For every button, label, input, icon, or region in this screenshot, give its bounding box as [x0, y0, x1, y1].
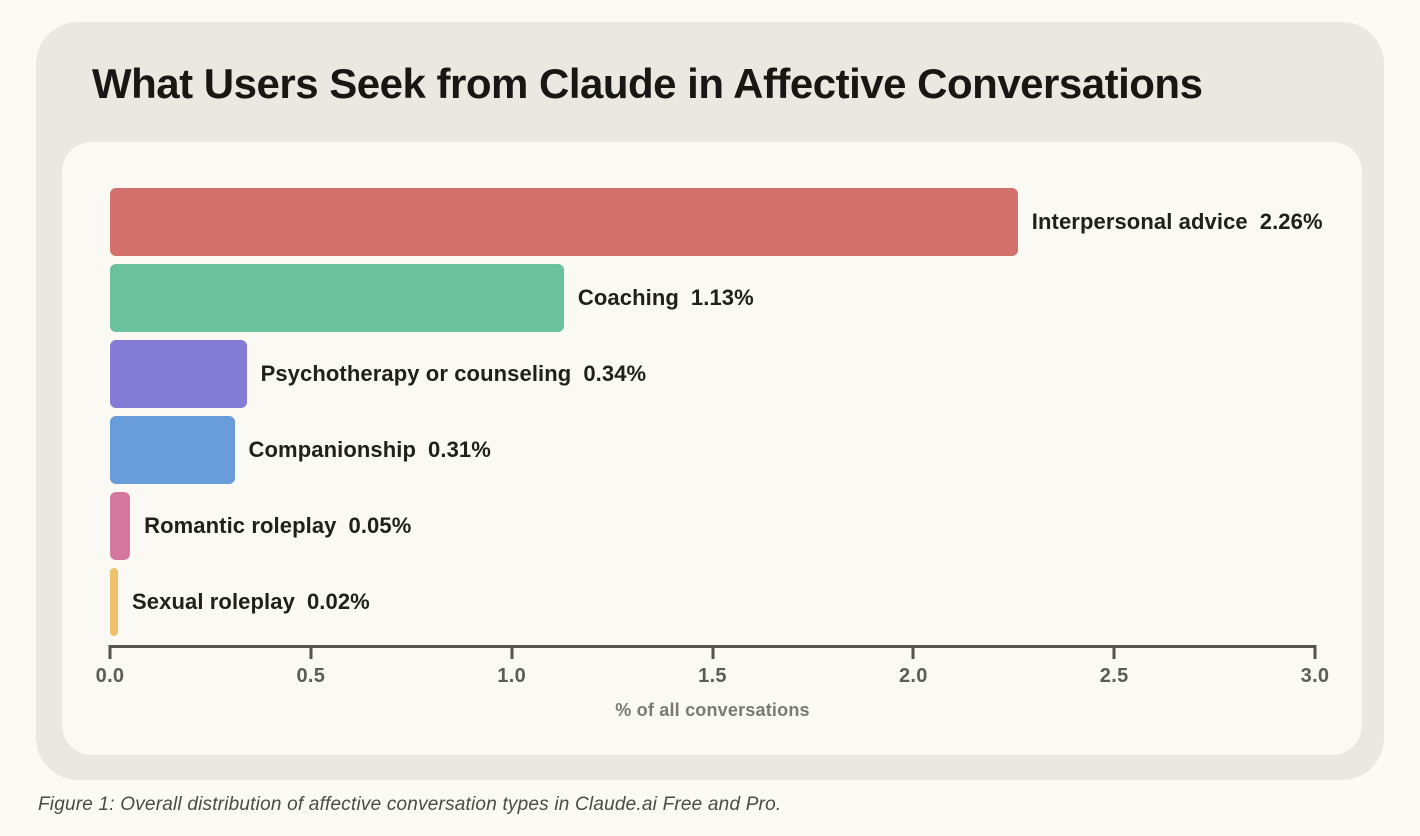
x-axis-tick-label: 0.5 — [296, 665, 326, 687]
bar-label: Sexual roleplay 0.02% — [132, 589, 370, 615]
bar — [110, 568, 119, 636]
x-axis: % of all conversations 0.0 0.5 1.0 1.5 2.0 2.… — [96, 645, 1329, 720]
bar-row: Coaching 1.13% — [110, 264, 1315, 332]
bar — [110, 340, 247, 408]
figure-card: What Users Seek from Claude in Affective… — [36, 22, 1384, 780]
bar-category-label: Romantic roleplay — [144, 513, 337, 538]
bar-value-label: 0.05% — [348, 513, 412, 538]
bar-category-label: Coaching — [577, 285, 679, 310]
bar-label: Romantic roleplay 0.05% — [144, 513, 411, 539]
bar-label: Coaching 1.13% — [578, 285, 754, 311]
x-axis-tick — [309, 645, 313, 659]
bar-row: Interpersonal advice 2.26% — [110, 188, 1323, 256]
bar-category-label: Interpersonal advice — [1031, 209, 1248, 234]
bar-value-label: 0.02% — [306, 589, 370, 614]
bar-value-label: 1.13% — [690, 285, 754, 310]
chart-title: What Users Seek from Claude in Affective… — [92, 60, 1203, 107]
x-axis-tick-label: 1.0 — [497, 665, 527, 687]
x-axis-tick — [108, 645, 112, 659]
bar-value-label: 2.26% — [1259, 209, 1323, 234]
bar-label: Psychotherapy or counseling 0.34% — [261, 361, 647, 387]
bar-value-label: 0.31% — [428, 437, 491, 462]
bar — [110, 492, 131, 560]
bar-category-label: Companionship — [248, 437, 417, 462]
x-axis-tick — [711, 645, 714, 659]
bar-row: Romantic roleplay 0.05% — [110, 492, 1315, 560]
x-axis-title: % of all conversations — [615, 700, 810, 720]
x-axis-tick-label: 3.0 — [1300, 665, 1330, 687]
bar-value-label: 0.34% — [583, 361, 647, 386]
x-axis-tick — [1313, 645, 1317, 659]
chart-panel: Interpersonal advice 2.26% Coaching 1.13% Ps… — [62, 142, 1362, 755]
plot-area: Interpersonal advice 2.26% Coaching 1.13% Ps… — [96, 188, 1329, 720]
x-axis-tick-label: 0.0 — [95, 665, 125, 687]
bar-row: Companionship 0.31% — [110, 416, 1315, 484]
bar-category-label: Sexual roleplay — [132, 589, 295, 614]
x-axis-tick — [1112, 645, 1116, 659]
bar-group: Interpersonal advice 2.26% Coaching 1.13% Ps… — [110, 188, 1323, 636]
bar — [110, 188, 1018, 256]
x-axis-tick — [510, 645, 514, 659]
x-axis-tick — [911, 645, 915, 659]
bar-row: Psychotherapy or counseling 0.34% — [110, 340, 1315, 408]
x-axis-tick-label: 2.0 — [898, 665, 928, 687]
bar-row: Sexual roleplay 0.02% — [110, 568, 1315, 636]
bar-category-label: Psychotherapy or counseling — [260, 361, 572, 386]
bar-label: Interpersonal advice 2.26% — [1032, 209, 1323, 235]
bar-label: Companionship 0.31% — [249, 437, 491, 463]
x-axis-tick-label: 2.5 — [1099, 665, 1129, 687]
bar — [110, 416, 235, 484]
bar — [110, 264, 564, 332]
x-axis-tick-label: 1.5 — [698, 665, 727, 687]
figure-caption: Figure 1: Overall distribution of affect… — [38, 794, 782, 815]
